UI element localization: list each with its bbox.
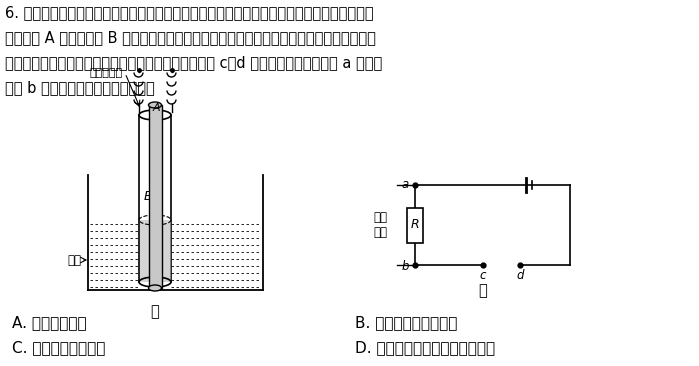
Text: 输出
信号: 输出 信号 — [373, 211, 387, 239]
Text: d: d — [517, 269, 524, 282]
Bar — [148, 105, 161, 288]
Text: D. 电容器两板间电场强度在增大: D. 电容器两板间电场强度在增大 — [355, 340, 495, 355]
Text: C. 油筱内液面在下降: C. 油筱内液面在下降 — [12, 340, 106, 355]
Bar — [161, 220, 171, 282]
Text: B. 电容器的电容在增大: B. 电容器的电容在增大 — [355, 315, 457, 330]
Text: R: R — [411, 219, 419, 232]
Text: 6. 图甲是电容式油位传感器的示意图，可以用它来监测油筱内液面高度的变化，传感器由圆柱: 6. 图甲是电容式油位传感器的示意图，可以用它来监测油筱内液面高度的变化，传感器… — [5, 5, 374, 20]
Text: 低于 b 的电势时，下列说法正确的是: 低于 b 的电势时，下列说法正确的是 — [5, 80, 154, 95]
Text: B: B — [144, 190, 152, 203]
Ellipse shape — [148, 102, 161, 108]
Bar — [407, 208, 423, 243]
Text: a: a — [402, 178, 409, 190]
Text: c: c — [480, 269, 487, 282]
Text: 油筱: 油筱 — [67, 254, 81, 266]
Bar — [140, 220, 148, 282]
Text: A: A — [152, 103, 160, 113]
Ellipse shape — [148, 285, 161, 291]
Text: b: b — [401, 259, 409, 273]
Text: 甲: 甲 — [150, 304, 159, 319]
Text: A. 电容器在充电: A. 电容器在充电 — [12, 315, 87, 330]
Text: 电容传感器: 电容传感器 — [90, 68, 123, 78]
Text: 形金属芯 A 和金属圆筒 B 组成，可看作电容器的两极，油筱内的汽油可看作电介质，将传感: 形金属芯 A 和金属圆筒 B 组成，可看作电容器的两极，油筱内的汽油可看作电介质… — [5, 30, 376, 45]
Text: 乙: 乙 — [478, 283, 487, 298]
Text: 器接入图乙的电路中，金属芯和金属圆筒分别与接线柱 c、d 连接，当观察到输出端 a 的电势: 器接入图乙的电路中，金属芯和金属圆筒分别与接线柱 c、d 连接，当观察到输出端 … — [5, 55, 382, 70]
